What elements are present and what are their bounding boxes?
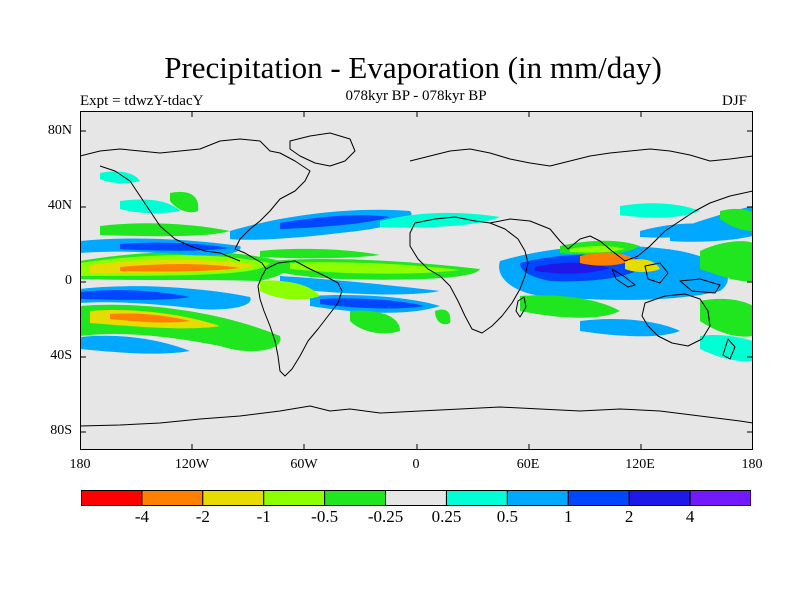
plot-subtitle: 078kyr BP - 078kyr BP bbox=[345, 88, 487, 104]
field-darkblue bbox=[320, 298, 425, 309]
colorbar-label: 4 bbox=[685, 507, 695, 526]
colorbar-label: -0.5 bbox=[311, 507, 339, 526]
field-darkblue bbox=[80, 290, 190, 300]
field-darkblue bbox=[120, 242, 230, 251]
y-tick-label: 80N bbox=[47, 123, 72, 138]
field-cyan bbox=[120, 199, 180, 214]
coastline-north-america bbox=[80, 138, 311, 270]
colorbar-label: 2 bbox=[624, 507, 634, 526]
y-tick-label: 40N bbox=[47, 198, 72, 213]
season-label: DJF bbox=[722, 93, 748, 109]
field-orange bbox=[120, 264, 240, 272]
colorbar-segment bbox=[81, 490, 143, 506]
y-tick-label: 80S bbox=[50, 423, 72, 438]
coastline-madagascar bbox=[515, 296, 527, 318]
colorbar-label: -2 bbox=[195, 507, 210, 526]
x-tick-label: 60W bbox=[290, 457, 318, 472]
field-lightgreen bbox=[260, 280, 320, 300]
x-tick-label: 60E bbox=[516, 457, 540, 472]
field-darkblue bbox=[280, 215, 390, 229]
colorbar-segment bbox=[385, 490, 447, 506]
colorbar-segment bbox=[202, 490, 265, 506]
field-orange bbox=[580, 252, 635, 266]
colorbar-label: 0.5 bbox=[496, 507, 518, 526]
field-blue bbox=[280, 276, 440, 295]
field-green bbox=[260, 248, 380, 259]
coastline-asia bbox=[489, 190, 753, 262]
field-blue bbox=[580, 319, 680, 337]
field-cyan bbox=[620, 203, 700, 218]
colorbar-label: -0.25 bbox=[367, 507, 404, 526]
x-tick-label: 180 bbox=[741, 457, 763, 472]
colorbar-label: 0.25 bbox=[431, 507, 462, 526]
coastline-greenland bbox=[289, 132, 356, 167]
coastline-new-guinea bbox=[679, 278, 721, 294]
x-tick-label: 120E bbox=[625, 457, 655, 472]
x-tick-label: 180 bbox=[69, 457, 91, 472]
colorbar-segment bbox=[628, 490, 691, 506]
field-lightgreen bbox=[290, 262, 460, 274]
field-blue bbox=[80, 335, 190, 354]
colorbar-label: -1 bbox=[256, 507, 271, 526]
coastline-australia bbox=[641, 293, 711, 347]
field-green bbox=[350, 310, 400, 334]
field-cyan bbox=[380, 212, 500, 228]
field-cyan bbox=[700, 334, 753, 362]
y-tick-label: 40S bbox=[50, 348, 72, 363]
field-green bbox=[700, 241, 753, 282]
axis-ticks bbox=[80, 111, 753, 450]
x-tick-label: 120W bbox=[174, 457, 210, 472]
coastline-north-america-west bbox=[80, 156, 241, 262]
coastline-south-america bbox=[257, 260, 343, 377]
field-green bbox=[520, 295, 620, 318]
coastline-sumatra bbox=[611, 268, 636, 288]
colorbar-segment bbox=[445, 490, 508, 506]
field-cyan bbox=[100, 171, 140, 184]
field-green bbox=[700, 298, 753, 337]
coastline-new-zealand bbox=[722, 338, 736, 360]
colorbar-segment bbox=[689, 490, 751, 506]
coastline-europe bbox=[409, 148, 753, 167]
coastline-borneo bbox=[644, 262, 669, 284]
coastline-antarctica bbox=[80, 405, 753, 427]
colorbar-segment bbox=[263, 490, 326, 506]
field-orange bbox=[110, 313, 190, 323]
pe-anomaly-map bbox=[80, 111, 753, 450]
experiment-label: Expt = tdwzY-tdacY bbox=[80, 93, 204, 109]
colorbar-segment bbox=[141, 490, 204, 506]
field-green bbox=[435, 309, 451, 325]
coastlines bbox=[80, 132, 753, 427]
x-tick-label: 0 bbox=[412, 457, 420, 472]
y-tick-label: 0 bbox=[65, 273, 72, 288]
plot-title: Precipitation - Evaporation (in mm/day) bbox=[164, 50, 662, 85]
colorbar-label: 1 bbox=[564, 507, 573, 526]
colorbar-segment bbox=[506, 490, 569, 506]
colorbar-segment bbox=[324, 490, 387, 506]
field-blue bbox=[640, 223, 720, 238]
field-yellow bbox=[625, 259, 660, 272]
field-green bbox=[720, 208, 753, 231]
field-green bbox=[170, 191, 199, 213]
colorbar-segment bbox=[567, 490, 630, 506]
field-indigo bbox=[535, 262, 610, 274]
colorbar bbox=[81, 490, 751, 506]
colorbar-label: -4 bbox=[134, 507, 149, 526]
